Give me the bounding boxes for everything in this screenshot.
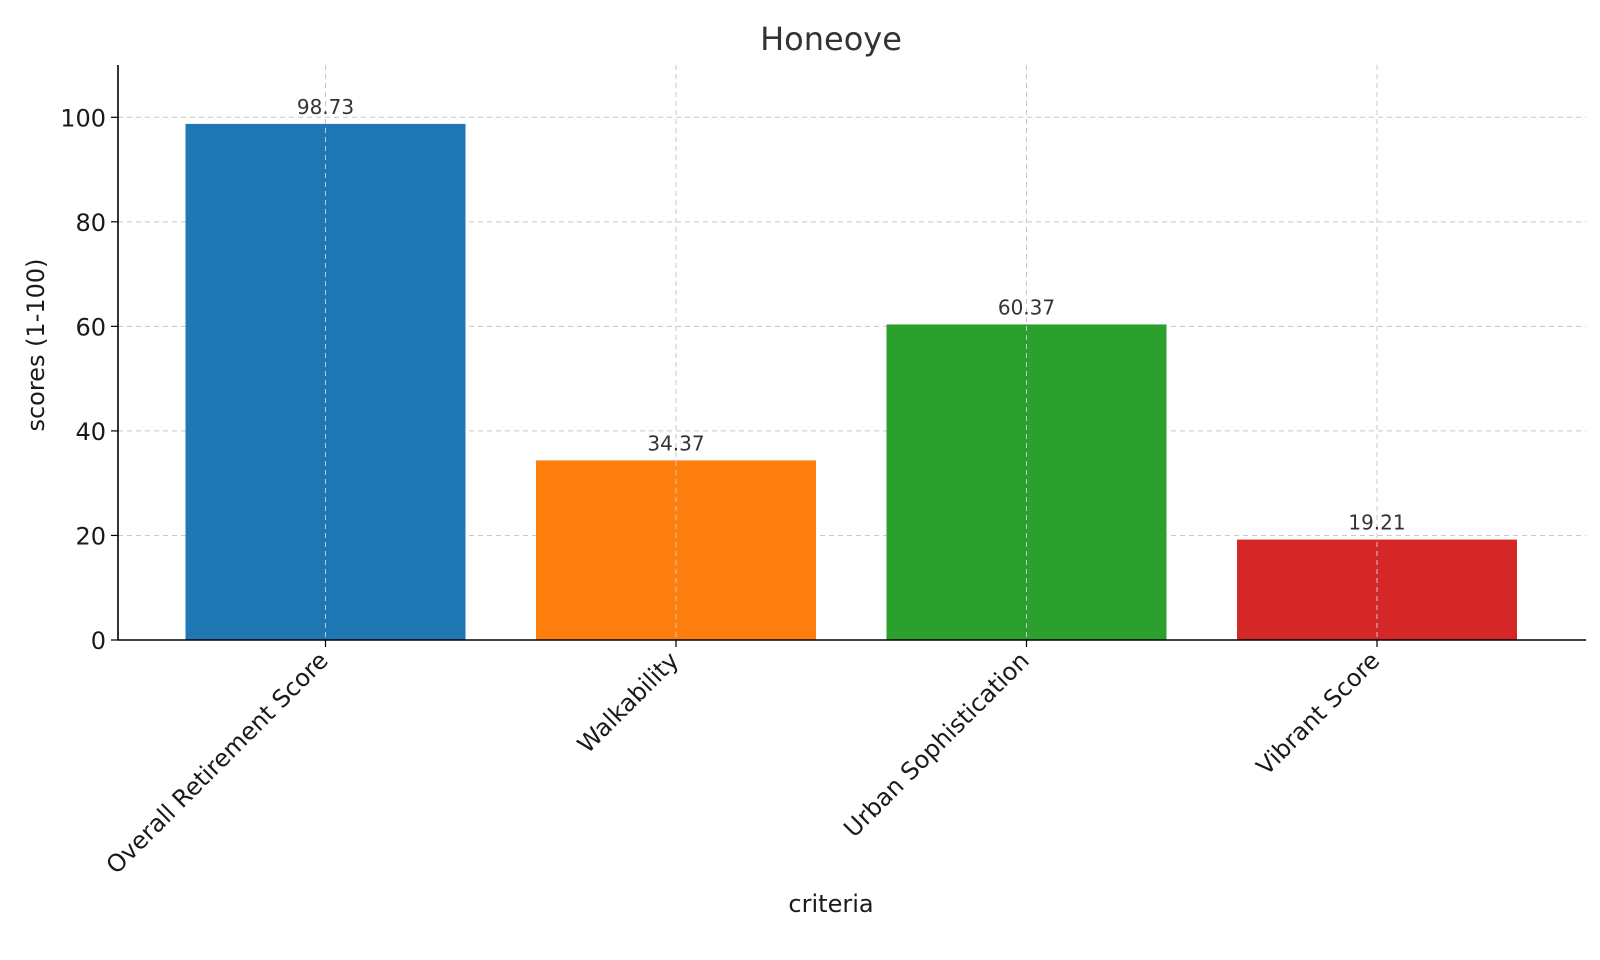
chart-title: Honeoye xyxy=(760,20,902,58)
x-tick-label: Walkability xyxy=(572,646,684,758)
data-labels: 98.73 34.37 60.37 19.21 xyxy=(297,95,1406,535)
y-tick-label: 40 xyxy=(75,418,106,446)
y-tick-label: 80 xyxy=(75,209,106,237)
data-label: 34.37 xyxy=(647,431,704,455)
x-axis-ticks: Overall Retirement Score Walkability Urban… xyxy=(101,640,1385,879)
y-tick-label: 100 xyxy=(60,104,106,132)
bar xyxy=(536,460,816,640)
y-tick-label: 0 xyxy=(91,627,106,655)
x-tick-label: Overall Retirement Score xyxy=(101,646,334,879)
axes xyxy=(117,65,1586,641)
bars xyxy=(185,65,1517,640)
y-axis-label: scores (1-100) xyxy=(22,258,50,431)
y-tick-label: 60 xyxy=(75,313,106,341)
y-axis-ticks: 0 20 40 60 80 100 xyxy=(60,104,118,655)
y-tick-label: 20 xyxy=(75,522,106,550)
data-label: 98.73 xyxy=(297,95,354,119)
x-axis-label: criteria xyxy=(788,890,873,918)
x-tick-label: Urban Sophistication xyxy=(838,646,1034,842)
x-tick-label: Vibrant Score xyxy=(1251,646,1385,780)
data-label: 60.37 xyxy=(998,295,1055,319)
data-label: 19.21 xyxy=(1348,511,1405,535)
